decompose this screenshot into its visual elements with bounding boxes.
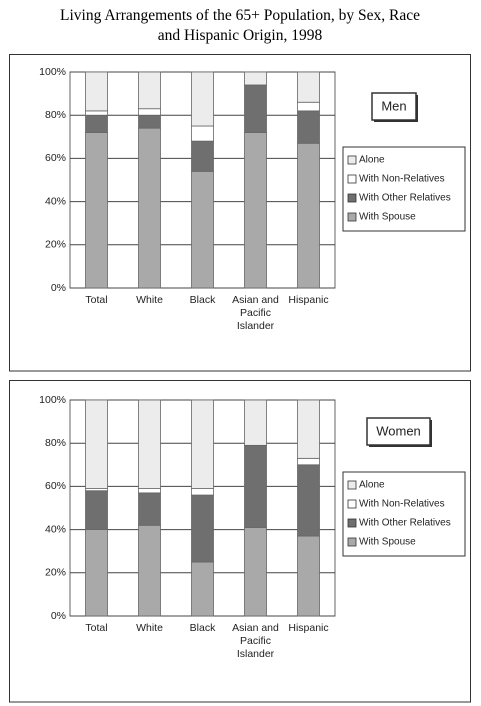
- y-tick-label: 60%: [45, 480, 66, 492]
- y-tick-label: 0%: [51, 282, 66, 294]
- legend-label: With Spouse: [359, 537, 416, 548]
- bar-segment: [191, 494, 214, 563]
- legend-swatch: [347, 193, 357, 203]
- legend-label: With Non-Relatives: [359, 174, 445, 185]
- legend-label: With Non-Relatives: [359, 499, 445, 510]
- legend-label: With Other Relatives: [359, 193, 451, 204]
- x-tick-label: Total: [85, 622, 108, 634]
- bar-segment: [297, 535, 320, 617]
- x-label-box: White: [136, 294, 163, 306]
- x-tick-label: White: [136, 622, 163, 634]
- x-label-box: Hispanic: [288, 294, 329, 306]
- bar-segment: [85, 399, 108, 489]
- bar-segment: [244, 527, 267, 617]
- x-tick-label: Hispanic: [288, 622, 329, 634]
- panel-label: Women: [376, 423, 421, 438]
- bar-segment: [138, 488, 161, 494]
- x-label-box: Total: [85, 294, 108, 306]
- bar-segment: [297, 399, 320, 459]
- x-tick-label: Hispanic: [288, 294, 329, 306]
- y-tick-label: 40%: [45, 195, 66, 207]
- y-tick-label: 40%: [45, 523, 66, 535]
- bar-segment: [85, 110, 108, 116]
- legend-label: Alone: [359, 155, 385, 166]
- figure-title: Living Arrangements of the 65+ Populatio…: [60, 7, 421, 44]
- y-tick-label: 100%: [39, 394, 66, 406]
- bar-segment: [85, 529, 108, 617]
- chart-panel: 0% 20% 40% 60% 80% 100% Total White Black Asian a…: [9, 54, 471, 372]
- bar-segment: [191, 561, 214, 617]
- legend-label: With Other Relatives: [359, 518, 451, 529]
- legend-label: Alone: [359, 480, 385, 491]
- bar-segment: [138, 399, 161, 489]
- x-tick-label: Asian and Pacific Islander: [232, 622, 279, 660]
- y-tick-label: 80%: [45, 109, 66, 121]
- panel-label: Men: [381, 98, 406, 113]
- bar-segment: [191, 125, 214, 142]
- bar-segment: [244, 399, 267, 446]
- x-label-box: White: [136, 622, 163, 634]
- x-tick-label: White: [136, 294, 163, 306]
- bar-segment: [85, 71, 108, 112]
- x-label-box: Asian and Pacific Islander: [232, 622, 279, 660]
- chart-panel: 0% 20% 40% 60% 80% 100% Total White Black Asian a…: [9, 380, 471, 703]
- bar-segment: [244, 71, 267, 86]
- legend-box: [342, 146, 466, 232]
- bar-segment: [191, 170, 214, 289]
- legend-swatch: [347, 537, 357, 547]
- bar-segment: [85, 114, 108, 133]
- legend-swatch: [347, 480, 357, 490]
- bar-segment: [297, 142, 320, 289]
- bar-segment: [297, 101, 320, 112]
- y-tick-label: 80%: [45, 437, 66, 449]
- bar-segment: [297, 71, 320, 103]
- y-tick-label: 100%: [39, 66, 66, 78]
- bar-segment: [138, 71, 161, 110]
- legend-swatch: [347, 499, 357, 509]
- x-tick-label: Asian and Pacific Islander: [232, 294, 279, 332]
- bar-segment: [191, 140, 214, 172]
- bar-segment: [138, 127, 161, 289]
- bar-segment: [191, 71, 214, 127]
- x-label-box: Black: [189, 622, 216, 634]
- y-tick-label: 20%: [45, 567, 66, 579]
- x-label-box: Total: [85, 622, 108, 634]
- bar-segment: [191, 488, 214, 496]
- bar-segment: [138, 492, 161, 526]
- bar-segment: [85, 132, 108, 289]
- tag-box: [371, 92, 417, 121]
- y-tick-label: 0%: [51, 610, 66, 622]
- legend-label: With Spouse: [359, 212, 416, 223]
- legend-swatch: [347, 212, 357, 222]
- x-tick-label: Total: [85, 294, 108, 306]
- legend-box: [342, 471, 466, 557]
- bar-segment: [297, 464, 320, 537]
- bar-segment: [138, 524, 161, 617]
- bar-segment: [191, 399, 214, 489]
- bar-segment: [297, 110, 320, 144]
- legend-swatch: [347, 174, 357, 184]
- bar-segment: [297, 457, 320, 466]
- legend-swatch: [347, 518, 357, 528]
- x-tick-label: Black: [189, 622, 216, 634]
- bar-segment: [138, 114, 161, 129]
- x-label-box: Asian and Pacific Islander: [232, 294, 279, 332]
- legend-swatch: [347, 155, 357, 165]
- x-label-box: Black: [189, 294, 216, 306]
- x-tick-label: Black: [189, 294, 216, 306]
- y-tick-label: 20%: [45, 239, 66, 251]
- bar-segment: [244, 444, 267, 528]
- tag-box: [366, 417, 431, 446]
- panel-frame: [9, 380, 471, 703]
- bar-segment: [244, 132, 267, 289]
- y-tick-label: 60%: [45, 152, 66, 164]
- bar-segment: [138, 108, 161, 116]
- bar-segment: [244, 84, 267, 133]
- x-label-box: Hispanic: [288, 622, 329, 634]
- panel-frame: [9, 54, 471, 372]
- bar-segment: [85, 490, 108, 531]
